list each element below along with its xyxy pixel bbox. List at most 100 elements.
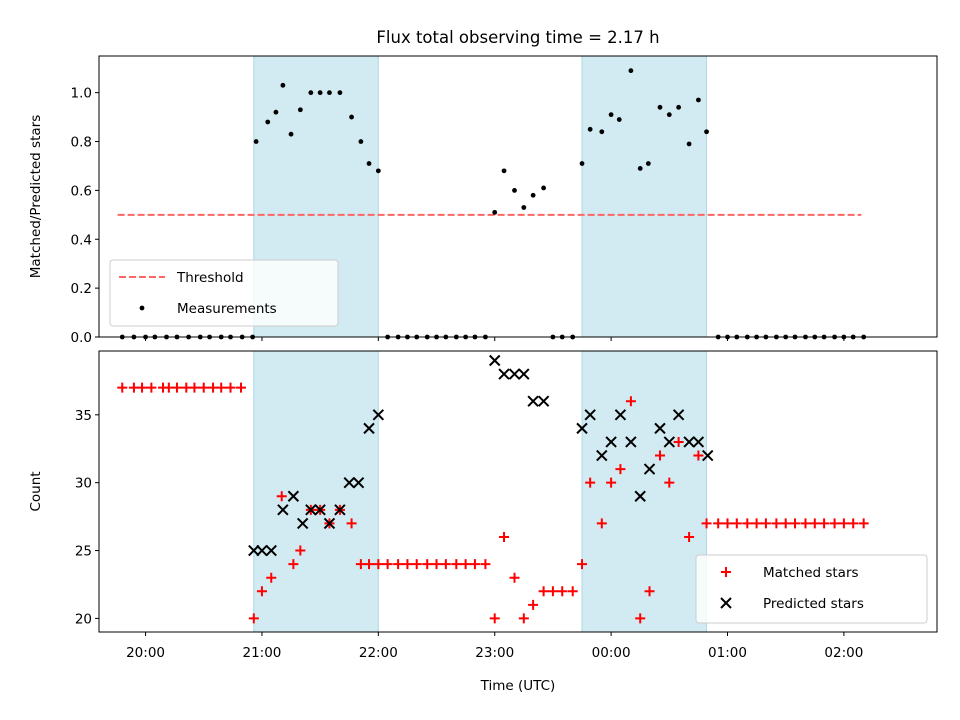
y-tick-label: 25 bbox=[75, 544, 92, 560]
x-tick-label: 02:00 bbox=[824, 645, 863, 661]
data-point bbox=[501, 168, 507, 174]
data-point bbox=[521, 205, 527, 210]
data-point bbox=[117, 382, 128, 393]
data-point bbox=[393, 559, 404, 570]
data-point bbox=[288, 559, 299, 570]
data-point bbox=[704, 129, 709, 135]
data-point bbox=[625, 396, 636, 407]
data-point bbox=[858, 518, 869, 529]
y-axis-label: Count bbox=[28, 471, 44, 511]
y-tick-label: 30 bbox=[75, 476, 92, 492]
y-tick-label: 1.0 bbox=[71, 86, 92, 102]
legend-predicted-swatch bbox=[720, 597, 732, 609]
y-axis-label: Matched/Predicted stars bbox=[28, 115, 44, 278]
data-point bbox=[518, 613, 529, 624]
data-point bbox=[402, 559, 413, 570]
data-point bbox=[614, 409, 627, 421]
x-tick-label: 21:00 bbox=[242, 645, 281, 661]
legend-measurements-swatch bbox=[139, 305, 145, 311]
data-point bbox=[790, 518, 801, 529]
data-point bbox=[615, 464, 626, 475]
data-point bbox=[567, 586, 578, 597]
data-point bbox=[334, 504, 346, 516]
data-point bbox=[189, 382, 200, 393]
data-point bbox=[277, 504, 289, 516]
data-point bbox=[287, 490, 300, 502]
data-point bbox=[693, 450, 704, 461]
legend-measurements-label: Measurements bbox=[177, 301, 277, 317]
data-point bbox=[346, 518, 357, 529]
data-point bbox=[538, 586, 549, 597]
data-point bbox=[489, 354, 501, 367]
data-point bbox=[599, 129, 605, 135]
data-point bbox=[509, 572, 520, 583]
data-point bbox=[829, 518, 840, 529]
x-axis-label: Time (UTC) bbox=[480, 678, 556, 694]
data-point bbox=[663, 436, 676, 448]
data-point bbox=[375, 168, 381, 174]
data-point bbox=[809, 518, 820, 529]
data-point bbox=[198, 382, 209, 393]
data-point bbox=[643, 463, 656, 475]
data-point bbox=[751, 518, 762, 529]
data-point bbox=[171, 382, 182, 393]
data-point bbox=[358, 139, 364, 144]
legend-matched-swatch bbox=[721, 567, 731, 577]
data-point bbox=[146, 382, 157, 393]
data-point bbox=[366, 161, 372, 166]
data-point bbox=[771, 518, 782, 529]
data-point bbox=[722, 518, 733, 529]
data-point bbox=[587, 126, 593, 132]
data-point bbox=[253, 139, 259, 144]
data-point bbox=[731, 518, 742, 529]
data-point bbox=[327, 90, 332, 96]
data-point bbox=[692, 436, 705, 448]
data-point bbox=[742, 518, 753, 529]
x-tick-label: 23:00 bbox=[475, 645, 514, 661]
data-point bbox=[684, 531, 695, 542]
legend-box bbox=[695, 554, 928, 624]
data-point bbox=[527, 395, 539, 407]
data-point bbox=[480, 559, 491, 570]
data-point bbox=[364, 559, 375, 570]
data-point bbox=[800, 518, 811, 529]
data-point bbox=[596, 449, 608, 462]
data-point bbox=[512, 187, 517, 193]
data-point bbox=[654, 422, 666, 435]
legend-box bbox=[109, 259, 339, 327]
data-point bbox=[276, 491, 287, 502]
data-point bbox=[528, 599, 539, 610]
data-point bbox=[557, 586, 568, 597]
ratio-panel: 0.0 0.2 0.4 0.6 0.8 1.0 Matched/Predicted star… bbox=[28, 55, 938, 346]
axes-frame bbox=[98, 350, 938, 633]
data-point bbox=[605, 436, 617, 448]
data-point bbox=[584, 409, 596, 421]
data-point bbox=[422, 559, 433, 570]
data-point bbox=[838, 518, 849, 529]
axes-frame bbox=[98, 55, 938, 338]
count-panel: 20 25 30 35 20:00 21:00 22:00 23:00 00:00 01:00 02… bbox=[28, 350, 938, 661]
data-point bbox=[676, 104, 682, 110]
data-point bbox=[780, 518, 791, 529]
data-point bbox=[608, 112, 614, 118]
data-point bbox=[616, 117, 622, 122]
data-point bbox=[696, 97, 701, 103]
data-point bbox=[308, 90, 314, 96]
y-tick-label: 35 bbox=[75, 408, 92, 424]
data-point bbox=[654, 450, 665, 461]
data-point bbox=[137, 382, 148, 393]
data-point bbox=[295, 545, 306, 556]
data-point bbox=[280, 82, 286, 88]
data-point bbox=[248, 544, 260, 557]
data-point bbox=[235, 382, 246, 393]
data-point bbox=[469, 559, 480, 570]
data-point bbox=[296, 517, 309, 530]
data-point bbox=[225, 382, 236, 393]
data-point bbox=[349, 114, 354, 120]
data-point bbox=[686, 141, 692, 147]
data-point bbox=[644, 586, 655, 597]
x-tick-label: 00:00 bbox=[592, 645, 631, 661]
shaded-interval bbox=[581, 55, 708, 338]
data-point bbox=[673, 436, 684, 447]
